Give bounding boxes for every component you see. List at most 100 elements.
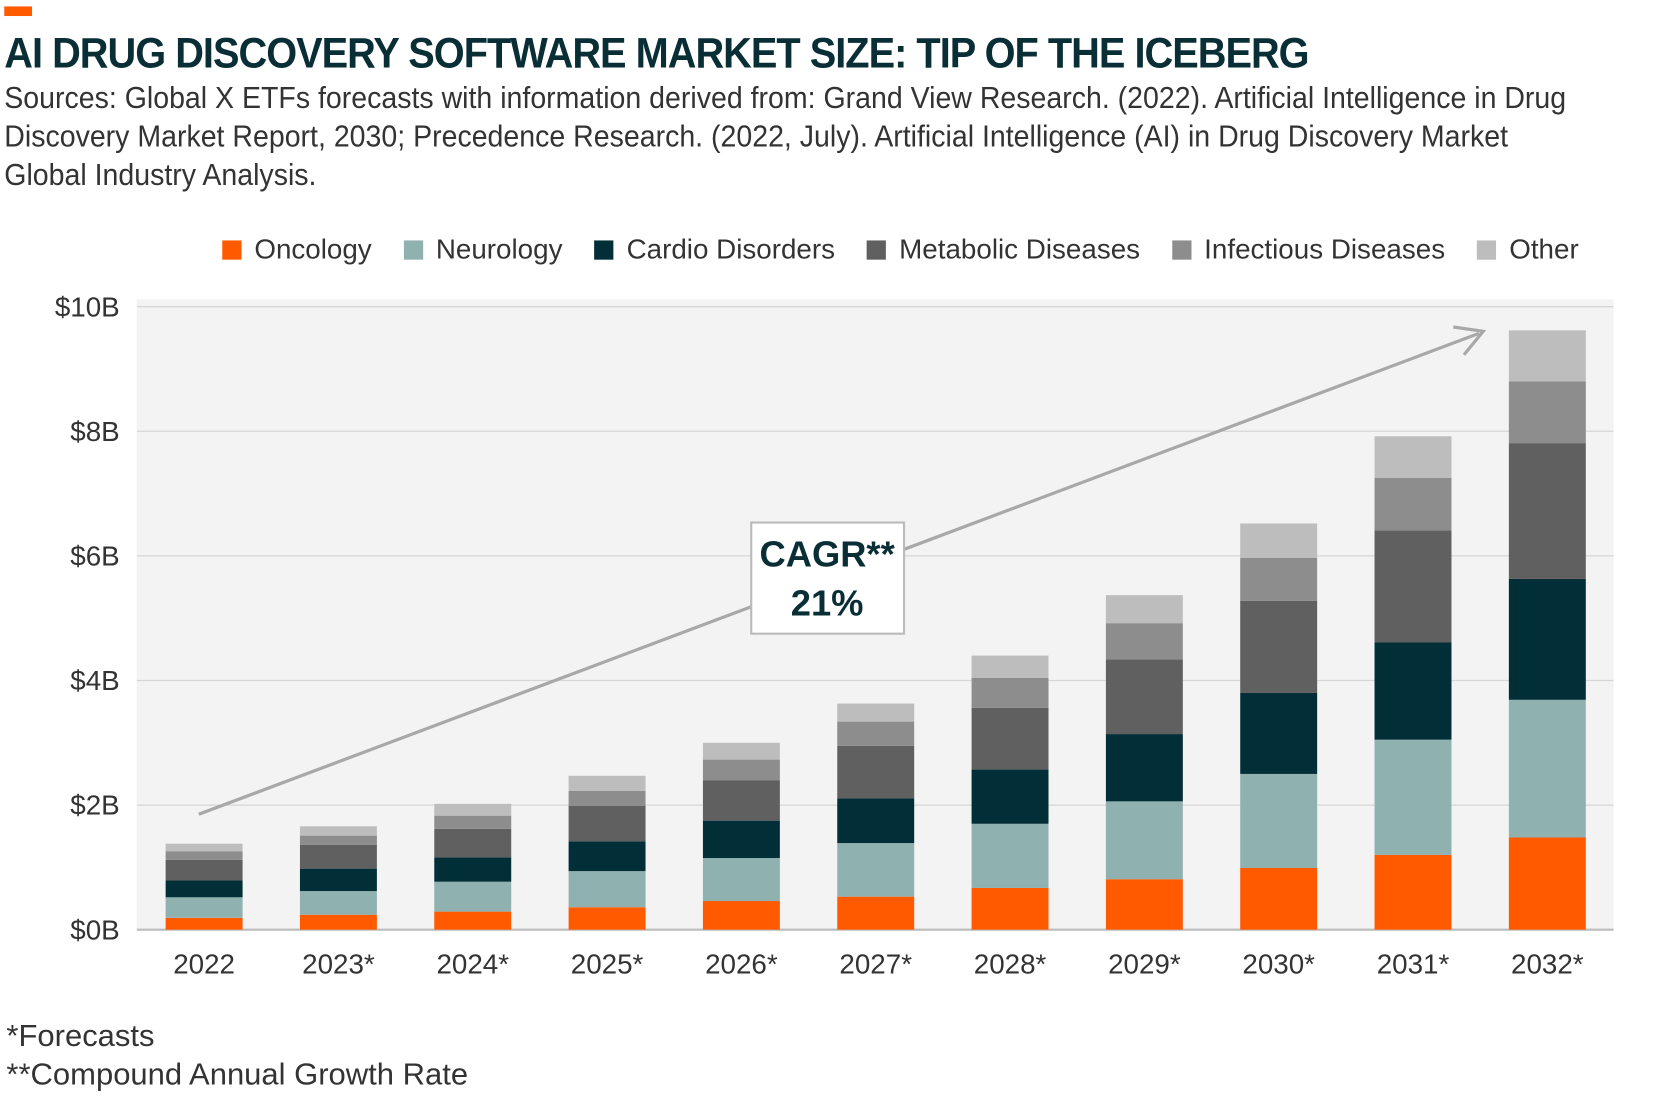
bar-segment-other	[702, 742, 780, 760]
y-tick-label: $8B	[70, 416, 119, 447]
bar-segment-metabolic-diseases	[299, 844, 377, 869]
bar-segment-other	[165, 843, 243, 852]
legend-swatch	[403, 239, 423, 260]
legend: Oncology Neurology Cardio Disorders Metabol…	[222, 232, 1579, 266]
legend-label: Metabolic Diseases	[899, 232, 1141, 266]
x-tick-label: 2025*	[571, 948, 644, 979]
x-tick-label: 2030*	[1242, 948, 1315, 979]
legend-item: Other	[1477, 233, 1579, 266]
bar-segment-other	[434, 803, 512, 816]
bar-segment-cardio-disorders	[299, 868, 377, 892]
x-tick-label: 2029*	[1108, 948, 1181, 979]
arrowhead-icon	[1453, 325, 1487, 356]
bar-segment-metabolic-diseases	[837, 745, 915, 799]
bar-segment-infectious-diseases	[837, 721, 915, 746]
bar-segment-oncology	[837, 896, 915, 930]
bar-segment-oncology	[1240, 868, 1318, 930]
bar-segment-oncology	[702, 901, 780, 930]
bar-segment-neurology	[1105, 801, 1183, 880]
chart-sources: Sources: Global X ETFs forecasts with in…	[4, 81, 1567, 193]
legend-item: Cardio Disorders	[594, 232, 836, 266]
bar-segment-other	[1105, 595, 1183, 624]
bar-segment-neurology	[702, 858, 780, 902]
chart-title: AI DRUG DISCOVERY SOFTWARE MARKET SIZE: …	[4, 29, 1309, 77]
x-tick-label: 2027*	[839, 948, 912, 979]
x-tick-label: 2026*	[705, 948, 778, 979]
bar-segment-cardio-disorders	[1105, 734, 1183, 802]
bar-segment-neurology	[568, 871, 646, 908]
bar-segment-other	[1240, 523, 1318, 558]
legend-swatch	[1172, 239, 1192, 260]
bar-segment-cardio-disorders	[702, 820, 780, 859]
bar-segment-neurology	[1374, 739, 1452, 855]
bar-segment-oncology	[568, 907, 646, 930]
bar-segment-cardio-disorders	[1508, 578, 1586, 700]
legend-item: Oncology	[222, 232, 372, 266]
cagr-annotation-box	[750, 521, 906, 635]
x-tick-label: 2023*	[302, 948, 375, 979]
bar-segment-infectious-diseases	[1374, 478, 1452, 531]
legend-label: Infectious Diseases	[1204, 232, 1446, 266]
bar-segment-metabolic-diseases	[165, 859, 243, 881]
bar-segment-infectious-diseases	[1240, 557, 1318, 601]
bar-segment-oncology	[1105, 879, 1183, 930]
legend-swatch	[1477, 239, 1497, 260]
bar-segment-cardio-disorders	[1374, 642, 1452, 740]
bar-segment-metabolic-diseases	[1240, 600, 1318, 693]
legend-item: Neurology	[403, 232, 563, 266]
bar-segment-infectious-diseases	[165, 851, 243, 860]
bar-segment-oncology	[165, 917, 243, 930]
bar-segment-other	[299, 826, 377, 836]
legend-label: Cardio Disorders	[626, 232, 836, 266]
x-tick-label: 2032*	[1511, 948, 1584, 979]
legend-item: Metabolic Diseases	[867, 233, 1140, 266]
bar-segment-other	[971, 655, 1049, 678]
cagr-value: 21%	[791, 583, 864, 624]
bar-segment-infectious-diseases	[1508, 381, 1586, 444]
bar-segment-oncology	[971, 887, 1049, 930]
bar-segment-neurology	[434, 881, 512, 912]
y-tick-label: $4B	[70, 665, 119, 696]
bar-segment-other	[1374, 436, 1452, 479]
legend-swatch	[222, 239, 242, 260]
bar-segment-metabolic-diseases	[1374, 530, 1452, 643]
footnote-forecasts: *Forecasts	[6, 1019, 155, 1054]
bar-segment-oncology	[1508, 837, 1586, 930]
bar-segment-metabolic-diseases	[434, 828, 512, 858]
bar-segment-metabolic-diseases	[1508, 443, 1586, 579]
bar-segment-infectious-diseases	[1105, 623, 1183, 660]
bar-segment-infectious-diseases	[299, 835, 377, 845]
x-tick-label: 2024*	[436, 948, 509, 979]
bar-segment-infectious-diseases	[702, 759, 780, 781]
bar-segment-cardio-disorders	[165, 880, 243, 898]
y-tick-label: $10B	[55, 291, 120, 322]
legend-item: Infectious Diseases	[1172, 233, 1445, 266]
bar-segment-oncology	[299, 914, 377, 930]
bar-segment-cardio-disorders	[837, 798, 915, 844]
bar-segment-other	[1508, 330, 1586, 382]
legend-label: Neurology	[435, 232, 563, 266]
x-tick-label: 2028*	[974, 948, 1047, 979]
legend-label: Oncology	[254, 232, 372, 266]
legend-swatch	[594, 239, 614, 260]
bar-segment-cardio-disorders	[434, 857, 512, 882]
bar-segment-infectious-diseases	[971, 677, 1049, 708]
y-tick-label: $6B	[70, 541, 119, 572]
bar-segment-oncology	[1374, 854, 1452, 930]
legend-label: Other	[1509, 232, 1579, 266]
bar-segment-cardio-disorders	[971, 769, 1049, 824]
bar-segment-neurology	[837, 843, 915, 897]
bar-segment-oncology	[434, 911, 512, 930]
footnote-cagr: **Compound Annual Growth Rate	[6, 1057, 469, 1093]
bar-segment-metabolic-diseases	[971, 707, 1049, 770]
bar-segment-metabolic-diseases	[1105, 659, 1183, 735]
bar-segment-other	[568, 775, 646, 791]
bar-segment-other	[837, 703, 915, 722]
bar-segment-infectious-diseases	[434, 815, 512, 829]
bar-segment-neurology	[1240, 773, 1318, 869]
bar-segment-metabolic-diseases	[568, 805, 646, 842]
y-tick-label: $0B	[70, 914, 119, 945]
bar-segment-metabolic-diseases	[702, 780, 780, 821]
